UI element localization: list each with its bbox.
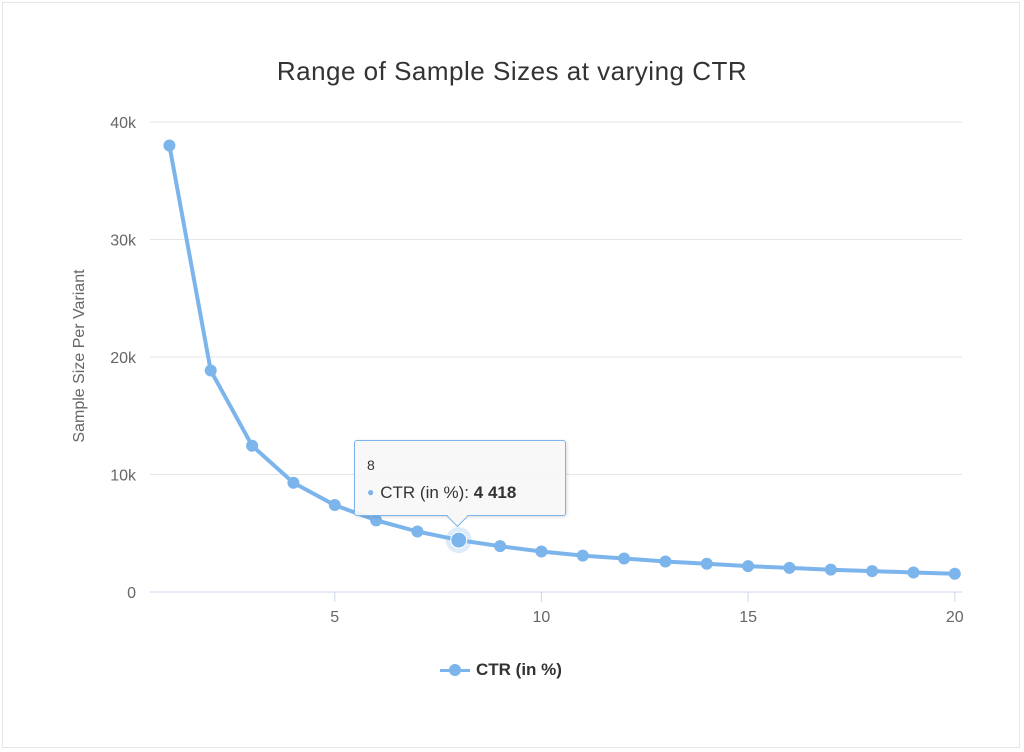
data-point — [824, 563, 837, 576]
data-point — [742, 560, 755, 573]
data-point-highlighted — [450, 531, 468, 549]
x-tick-label: 10 — [533, 609, 551, 626]
data-point — [204, 364, 217, 377]
tooltip-header: 8 — [367, 457, 375, 473]
x-tick-label: 15 — [739, 609, 757, 626]
data-point — [948, 567, 961, 580]
data-point — [907, 566, 920, 579]
x-tick-label: 5 — [330, 609, 339, 626]
data-point — [328, 499, 341, 512]
data-point — [618, 552, 631, 565]
tooltip-value: 4 418 — [473, 483, 517, 502]
legend-label: CTR (in %) — [476, 660, 562, 679]
data-point — [659, 555, 672, 568]
y-tick-label: 20k — [110, 350, 137, 367]
data-point — [535, 545, 548, 558]
data-point — [494, 540, 507, 553]
data-point — [411, 525, 424, 538]
tooltip: 8 ● CTR (in %): 4 418 — [354, 440, 566, 516]
series-line — [167, 143, 957, 576]
y-tick-label: 0 — [127, 585, 136, 602]
y-tick-label: 30k — [110, 233, 137, 250]
data-point — [576, 549, 589, 562]
data-point — [700, 557, 713, 570]
y-tick-label: 10k — [110, 468, 137, 485]
data-point — [783, 561, 796, 574]
data-point — [287, 476, 300, 489]
chart-title: Range of Sample Sizes at varying CTR — [276, 56, 748, 86]
legend-item[interactable]: CTR (in %) — [440, 658, 562, 682]
data-point — [163, 139, 176, 152]
tooltip-series-label: CTR (in %): — [380, 483, 470, 502]
tooltip-row: ● CTR (in %): 4 418 — [367, 483, 516, 503]
y-tick-label: 40k — [110, 115, 137, 132]
legend-line-marker-icon — [440, 662, 470, 678]
tooltip-series-dot-icon: ● — [367, 485, 375, 499]
data-point — [370, 514, 383, 527]
x-tick-label: 20 — [946, 609, 964, 626]
data-point — [866, 565, 879, 578]
data-point — [246, 439, 259, 452]
